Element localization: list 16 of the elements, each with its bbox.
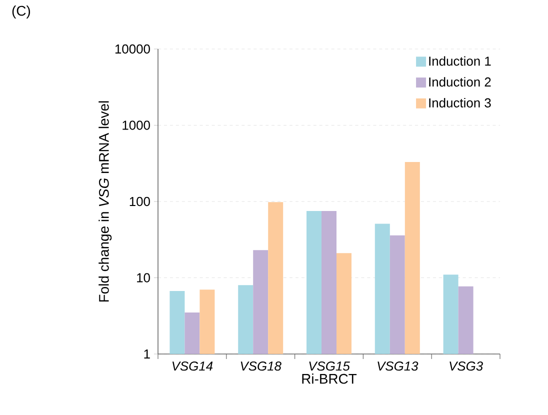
y-tick-label: 100 <box>130 196 150 206</box>
x-axis-title: Ri-BRCT <box>302 374 357 384</box>
y-tick-label: 1 <box>144 350 150 358</box>
legend-label: Induction 3 <box>429 98 491 108</box>
x-tick-label: VSG14 <box>172 361 213 371</box>
legend-label: Induction 2 <box>429 77 491 87</box>
legend-label: Induction 1 <box>429 56 491 66</box>
x-tick-label: VSG13 <box>378 361 418 371</box>
y-tick-label: 1000 <box>122 120 150 130</box>
y-tick-label: 10 <box>137 273 150 282</box>
text: (C) <box>12 6 30 19</box>
x-tick-label: VSG18 <box>240 361 282 371</box>
y-axis-title: Fold change in VSG mRNA level <box>98 101 112 302</box>
x-tick-label: VSG15 <box>309 361 350 371</box>
x-tick-label: VSG3 <box>450 361 483 371</box>
y-tick-label: 10000 <box>115 44 150 54</box>
